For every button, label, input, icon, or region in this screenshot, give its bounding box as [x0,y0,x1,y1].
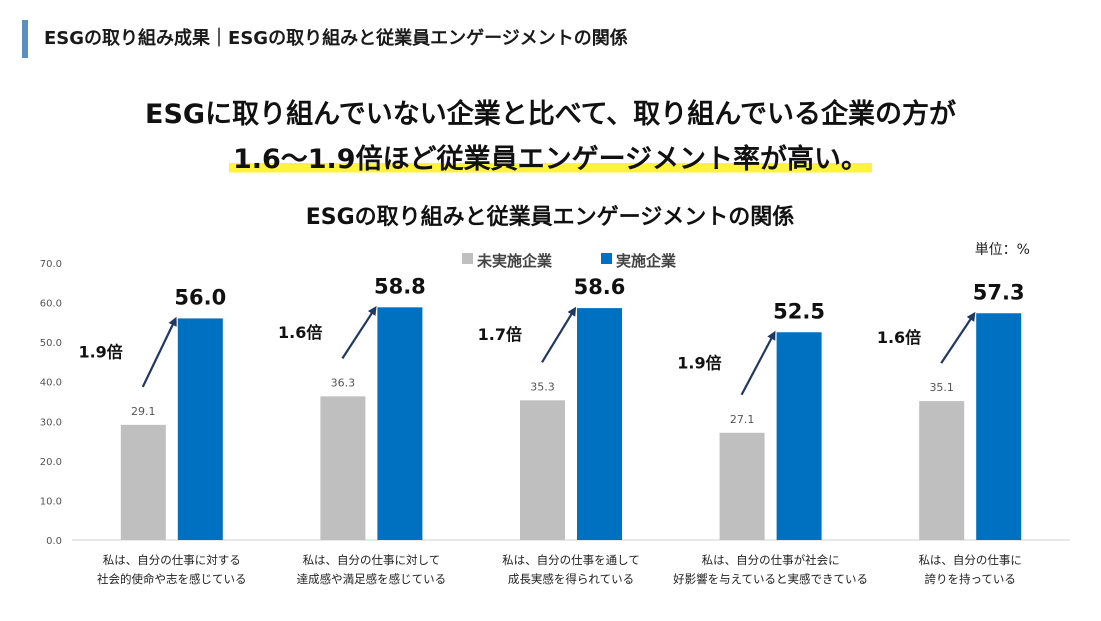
category-label-4-line-1: 私は、自分の仕事が社会に [702,553,840,567]
headline-line-1: ESGに取り組んでいない企業と比べて、取り組んでいる企業の方が [0,92,1101,131]
chart-title: ESGの取り組みと従業員エンゲージメントの関係 [306,204,795,230]
bar-implemented-5 [976,313,1022,540]
y-tick-label: 30.0 [40,417,62,428]
y-tick-label: 40.0 [40,378,62,389]
bar-not-implemented-5 [919,401,965,540]
category-label-3-line-1: 私は、自分の仕事を通して [502,553,640,567]
bar-implemented-1 [177,318,223,540]
value-label-implemented-2: 58.8 [374,274,426,298]
y-tick-label: 70.0 [40,259,62,270]
bar-implemented-2 [377,307,423,540]
headline-text-2-highlighted: 1.6～1.9倍ほど従業員エンゲージメント率が高い。 [228,144,873,175]
y-tick-label: 10.0 [40,496,62,507]
ratio-label-3: 1.7倍 [478,325,522,344]
growth-arrow-1 [141,316,177,388]
ratio-label-5: 1.6倍 [877,328,921,347]
ratio-label-4: 1.9倍 [677,354,721,373]
legend-swatch-1 [462,253,473,264]
value-label-not-implemented-3: 35.3 [530,380,555,393]
headline-line-2: 1.6～1.9倍ほど従業員エンゲージメント率が高い。 [0,137,1101,176]
y-tick-label: 0.0 [46,536,62,547]
bar-implemented-3 [577,308,622,540]
growth-arrow-2 [341,305,377,359]
category-label-2-line-1: 私は、自分の仕事に対して [303,553,441,567]
y-tick-label: 60.0 [40,299,62,310]
category-label-2-line-2: 達成感や満足感を感じている [297,572,447,586]
category-label-1-line-2: 社会的使命や志を感じている [97,572,247,586]
legend-label-1: 未実施企業 [476,252,553,270]
category-label-1-line-1: 私は、自分の仕事に対する [103,553,241,567]
value-label-implemented-1: 56.0 [174,285,226,309]
legend-label-2: 実施企業 [616,252,677,270]
unit-label: 単位：% [975,242,1030,258]
value-label-not-implemented-1: 29.1 [131,405,156,418]
headline-text-1: ESGに取り組んでいない企業と比べて、取り組んでいる企業の方が [145,99,956,130]
category-label-5-line-1: 私は、自分の仕事に [918,553,1022,567]
bar-implemented-4 [776,332,822,540]
category-label-4-line-2: 好影響を与えていると実感できている [673,572,868,586]
value-label-implemented-4: 52.5 [773,299,825,323]
growth-arrow-4 [740,330,776,396]
bar-not-implemented-1 [120,424,166,540]
y-tick-label: 50.0 [40,338,62,349]
category-label-3-line-2: 成長実感を得られている [508,572,634,586]
bar-not-implemented-2 [320,396,366,540]
value-label-not-implemented-2: 36.3 [331,376,356,389]
growth-arrow-5 [940,311,976,364]
value-label-not-implemented-5: 35.1 [929,381,954,394]
value-label-implemented-3: 58.6 [574,275,626,299]
legend-swatch-2 [601,253,612,264]
y-tick-label: 20.0 [40,457,62,468]
ratio-label-1: 1.9倍 [78,343,122,362]
bar-not-implemented-4 [719,432,765,540]
page-title: ESGの取り組み成果｜ESGの取り組みと従業員エンゲージメントの関係 [44,28,628,49]
value-label-implemented-5: 57.3 [973,280,1025,304]
category-label-5-line-2: 誇りを持っている [924,572,1015,586]
value-label-not-implemented-4: 27.1 [730,413,755,426]
header-accent-bar [22,20,28,58]
growth-arrow-3 [541,306,577,363]
ratio-label-2: 1.6倍 [278,323,322,342]
bar-not-implemented-3 [520,400,565,540]
